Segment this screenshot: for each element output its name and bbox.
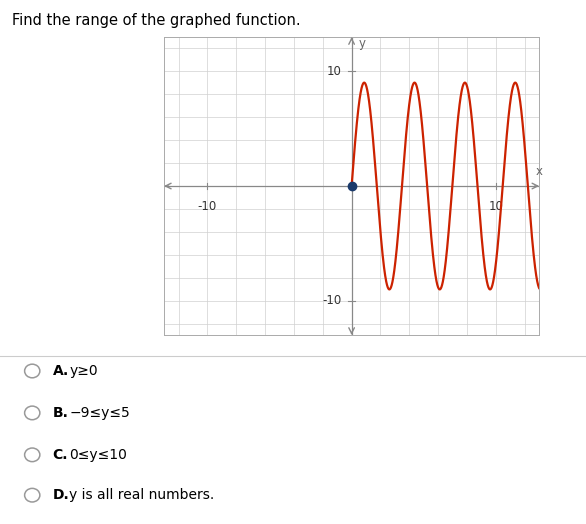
Text: x: x xyxy=(536,165,543,178)
Text: 10: 10 xyxy=(488,200,503,213)
Text: y is all real numbers.: y is all real numbers. xyxy=(69,488,214,502)
Text: B.: B. xyxy=(53,406,69,420)
Text: 10: 10 xyxy=(326,64,342,78)
Text: -10: -10 xyxy=(197,200,217,213)
Text: Find the range of the graphed function.: Find the range of the graphed function. xyxy=(12,13,301,28)
Text: y: y xyxy=(359,37,366,50)
Text: −9≤y≤5: −9≤y≤5 xyxy=(69,406,130,420)
Text: y≥0: y≥0 xyxy=(69,364,98,378)
Text: C.: C. xyxy=(53,448,68,462)
Text: D.: D. xyxy=(53,488,70,502)
Text: 0≤y≤10: 0≤y≤10 xyxy=(69,448,127,462)
Text: A.: A. xyxy=(53,364,69,378)
Text: -10: -10 xyxy=(322,294,342,308)
